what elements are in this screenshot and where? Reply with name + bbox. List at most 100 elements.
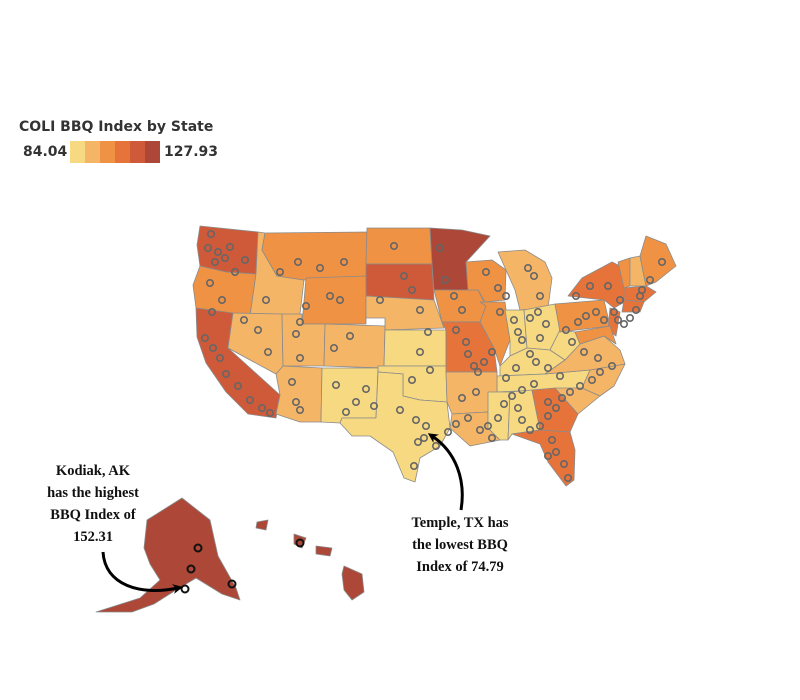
city-marker — [361, 384, 370, 393]
state-maryland-delaware — [574, 325, 617, 345]
state-wyoming — [301, 275, 367, 325]
city-marker — [291, 397, 300, 406]
city-marker — [208, 307, 217, 316]
city-marker — [351, 397, 360, 406]
temple-annotation: Temple, TX has the lowest BBQ Index of 7… — [385, 512, 535, 578]
city-marker — [493, 413, 502, 422]
city-marker — [291, 329, 300, 338]
city-marker — [211, 257, 220, 266]
city-marker — [425, 365, 434, 374]
city-marker — [407, 375, 416, 384]
state-hawaii-maui — [315, 545, 333, 557]
annotation-line: BBQ Index of — [50, 507, 136, 523]
city-marker — [421, 421, 430, 430]
city-marker — [246, 395, 255, 404]
city-marker — [517, 415, 526, 424]
city-marker — [331, 380, 340, 389]
city-marker — [555, 371, 564, 380]
city-marker — [575, 381, 584, 390]
city-marker — [457, 393, 466, 402]
city-marker — [339, 257, 348, 266]
city-marker — [275, 267, 284, 276]
legend-swatch-3 — [100, 141, 115, 163]
city-marker — [551, 447, 560, 456]
legend-swatch-4 — [115, 141, 130, 163]
city-marker — [407, 285, 416, 294]
city-marker — [535, 291, 544, 300]
city-marker — [625, 313, 634, 322]
state-maine — [639, 235, 677, 287]
city-marker — [209, 343, 218, 352]
city-marker — [543, 363, 552, 372]
state-wisconsin — [465, 259, 507, 303]
city-marker — [645, 275, 654, 284]
city-marker — [329, 343, 338, 352]
city-marker — [345, 331, 354, 340]
city-marker — [479, 357, 488, 366]
city-marker — [559, 459, 568, 468]
city-marker — [411, 415, 420, 424]
city-marker — [226, 243, 235, 252]
city-marker — [415, 347, 424, 356]
city-marker — [509, 315, 518, 324]
city-marker — [525, 313, 534, 322]
city-marker — [214, 248, 223, 257]
city-marker — [423, 327, 432, 336]
city-marker — [469, 361, 478, 370]
city-marker — [395, 405, 404, 414]
city-marker — [561, 325, 570, 334]
city-marker — [487, 433, 496, 442]
city-marker — [529, 379, 538, 388]
annotation-line: the lowest BBQ — [412, 537, 508, 553]
legend-swatch-2 — [85, 141, 100, 163]
city-marker — [440, 275, 449, 284]
state-montana — [261, 231, 368, 281]
city-marker — [543, 411, 552, 420]
city-marker — [535, 333, 544, 342]
city-marker — [517, 385, 526, 394]
city-marker — [263, 347, 272, 356]
city-marker — [234, 381, 243, 390]
legend-min-label: 84.04 — [23, 144, 68, 160]
state-hawaii-big-island — [341, 565, 365, 601]
city-marker — [435, 244, 444, 253]
city-marker — [295, 317, 304, 326]
city-marker — [375, 295, 384, 304]
city-marker — [525, 349, 534, 358]
city-marker — [585, 281, 594, 290]
city-marker — [565, 387, 574, 396]
city-marker — [501, 291, 510, 300]
annotation-line: has the highest — [47, 485, 139, 501]
city-marker — [573, 317, 582, 326]
city-marker — [535, 421, 544, 430]
annotation-line: Temple, TX has — [411, 515, 509, 531]
city-marker — [204, 244, 213, 253]
city-marker — [207, 230, 216, 239]
city-marker — [487, 347, 496, 356]
city-marker — [631, 305, 640, 314]
city-marker — [240, 315, 249, 324]
city-marker — [419, 433, 428, 442]
city-marker — [287, 377, 296, 386]
city-marker — [511, 363, 520, 372]
city-marker — [507, 391, 516, 400]
city-marker — [533, 307, 542, 316]
city-marker — [603, 281, 612, 290]
city-markers — [201, 230, 666, 482]
city-marker — [531, 357, 540, 366]
city-marker — [443, 427, 452, 436]
city-marker — [409, 461, 418, 470]
city-marker — [657, 257, 666, 266]
kodiak-arrow — [101, 551, 183, 594]
city-marker — [301, 301, 310, 310]
state-kansas — [383, 329, 447, 367]
city-marker — [523, 263, 532, 272]
state-hawaii-kauai — [255, 519, 269, 531]
state-colorado — [323, 323, 386, 369]
legend-swatch-5 — [130, 141, 145, 163]
city-marker — [295, 353, 304, 362]
city-marker — [517, 335, 526, 344]
state-north-carolina — [581, 363, 626, 397]
city-marker — [293, 257, 302, 266]
city-marker — [389, 242, 398, 251]
